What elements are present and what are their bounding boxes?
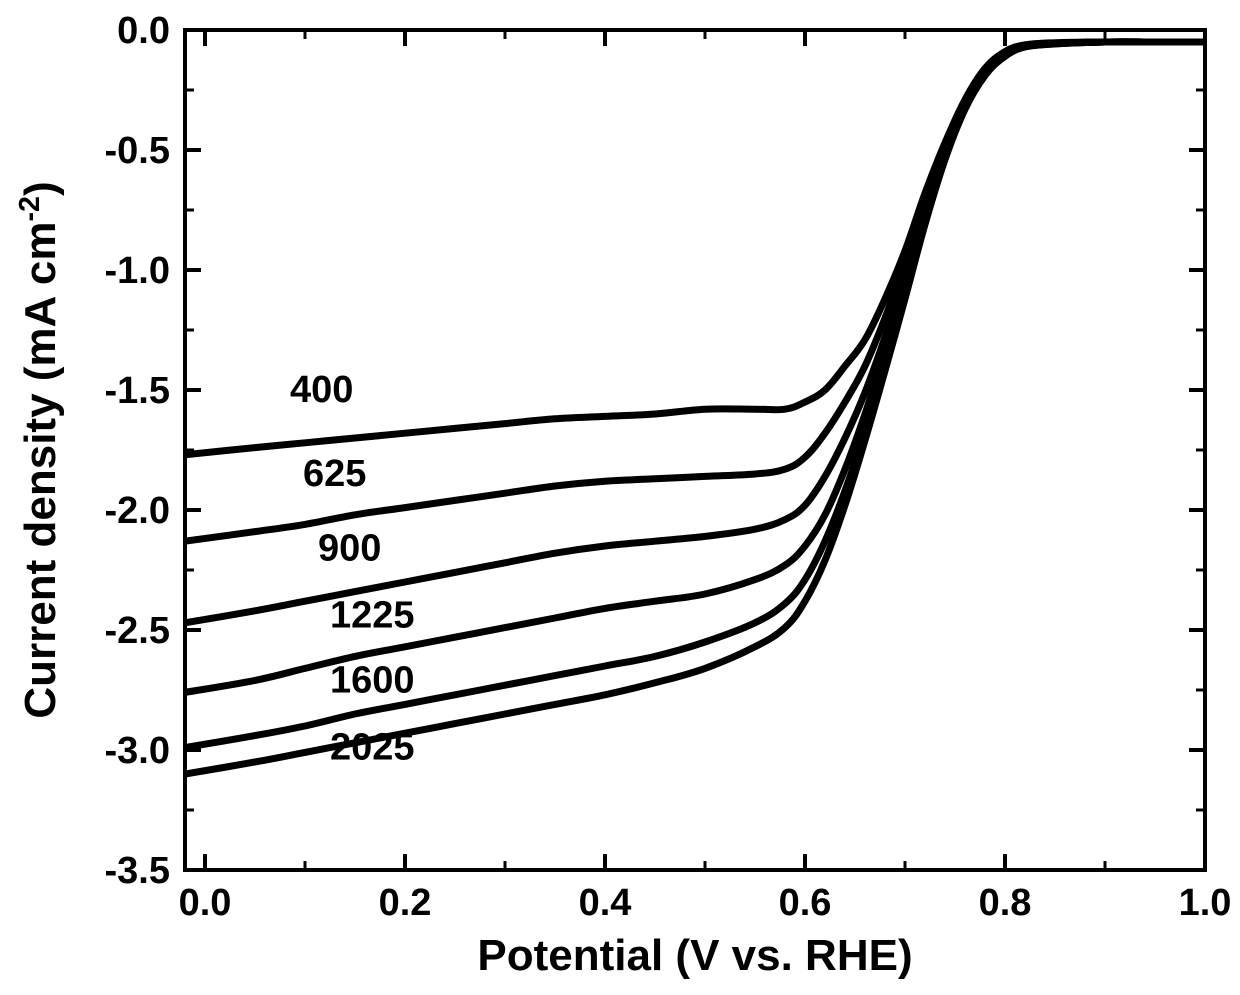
series-label-rpm-900: 900 [318,527,381,569]
x-tick-label: 0.8 [979,882,1032,924]
series-label-rpm-400: 400 [290,369,353,411]
y-tick-label: -1.5 [105,370,170,412]
y-tick-label: -2.0 [105,490,170,532]
y-tick-label: -0.5 [105,130,170,172]
series-label-rpm-2025: 2025 [330,727,415,769]
x-tick-label: 0.6 [779,882,832,924]
series-label-rpm-1225: 1225 [330,595,415,637]
x-tick-label: 0.0 [179,882,232,924]
y-tick-label: 0.0 [117,10,170,52]
series-label-rpm-625: 625 [303,453,366,495]
chart-container: 0.0 0.2 0.4 0.6 0.8 1.0 -3.5 -3.0 -2.5 -2.0 -1.5 -1… [0,0,1240,995]
x-tick-label: 0.2 [379,882,432,924]
line-chart: 0.0 0.2 0.4 0.6 0.8 1.0 -3.5 -3.0 -2.5 -2.0 -1.5 -1… [0,0,1240,995]
series-label-rpm-1600: 1600 [330,659,415,701]
y-tick-label: -3.5 [105,850,170,892]
x-axis-label: Potential (V vs. RHE) [477,931,912,980]
y-tick-label: -1.0 [105,250,170,292]
y-tick-label: -2.5 [105,610,170,652]
y-tick-label: -3.0 [105,730,170,772]
x-tick-label: 0.4 [579,882,632,924]
y-axis-label: Current density (mA cm-2) [14,181,65,718]
x-tick-label: 1.0 [1179,882,1232,924]
